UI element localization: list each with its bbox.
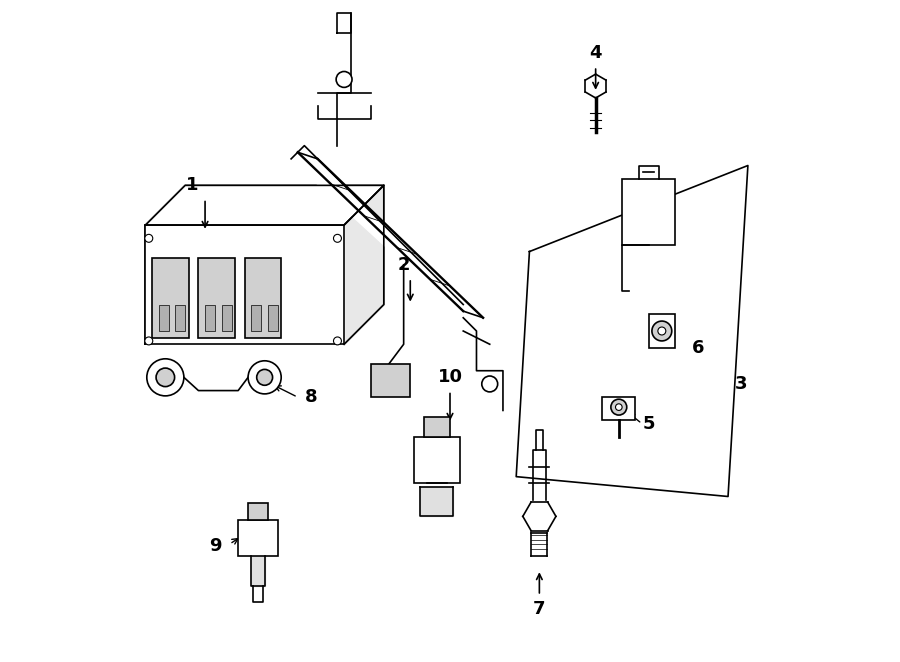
Bar: [251, 305, 261, 331]
Circle shape: [336, 71, 352, 87]
Bar: [371, 364, 410, 397]
Bar: [198, 258, 235, 338]
Circle shape: [256, 369, 273, 385]
Circle shape: [248, 361, 281, 394]
Circle shape: [611, 399, 626, 415]
Circle shape: [145, 234, 153, 242]
Text: 3: 3: [735, 375, 748, 393]
Bar: [414, 437, 460, 483]
Bar: [221, 305, 231, 331]
Text: 2: 2: [398, 256, 410, 274]
Bar: [268, 305, 278, 331]
Polygon shape: [251, 556, 265, 586]
Text: 1: 1: [185, 176, 198, 195]
Bar: [245, 258, 281, 338]
Polygon shape: [344, 185, 383, 344]
Polygon shape: [420, 487, 454, 516]
Polygon shape: [146, 225, 344, 344]
Polygon shape: [146, 185, 383, 225]
Circle shape: [334, 337, 341, 345]
Bar: [158, 305, 168, 331]
Text: 7: 7: [533, 600, 545, 618]
Bar: [602, 397, 635, 420]
Bar: [248, 503, 268, 520]
Bar: [424, 417, 450, 437]
Bar: [152, 258, 188, 338]
Bar: [205, 305, 215, 331]
Text: 4: 4: [590, 44, 602, 62]
Text: 8: 8: [305, 388, 318, 406]
Bar: [649, 314, 675, 348]
Text: 6: 6: [692, 338, 705, 357]
Bar: [622, 179, 675, 245]
Polygon shape: [517, 166, 748, 496]
Text: 5: 5: [643, 414, 655, 433]
Circle shape: [482, 376, 498, 392]
Circle shape: [616, 404, 622, 410]
Text: 10: 10: [437, 368, 463, 387]
Bar: [238, 520, 278, 556]
Circle shape: [147, 359, 184, 396]
Text: 9: 9: [209, 537, 221, 555]
Circle shape: [658, 327, 666, 335]
Polygon shape: [291, 146, 483, 318]
Circle shape: [156, 368, 175, 387]
Bar: [176, 305, 185, 331]
Circle shape: [145, 337, 153, 345]
Circle shape: [334, 234, 341, 242]
Circle shape: [652, 321, 671, 341]
